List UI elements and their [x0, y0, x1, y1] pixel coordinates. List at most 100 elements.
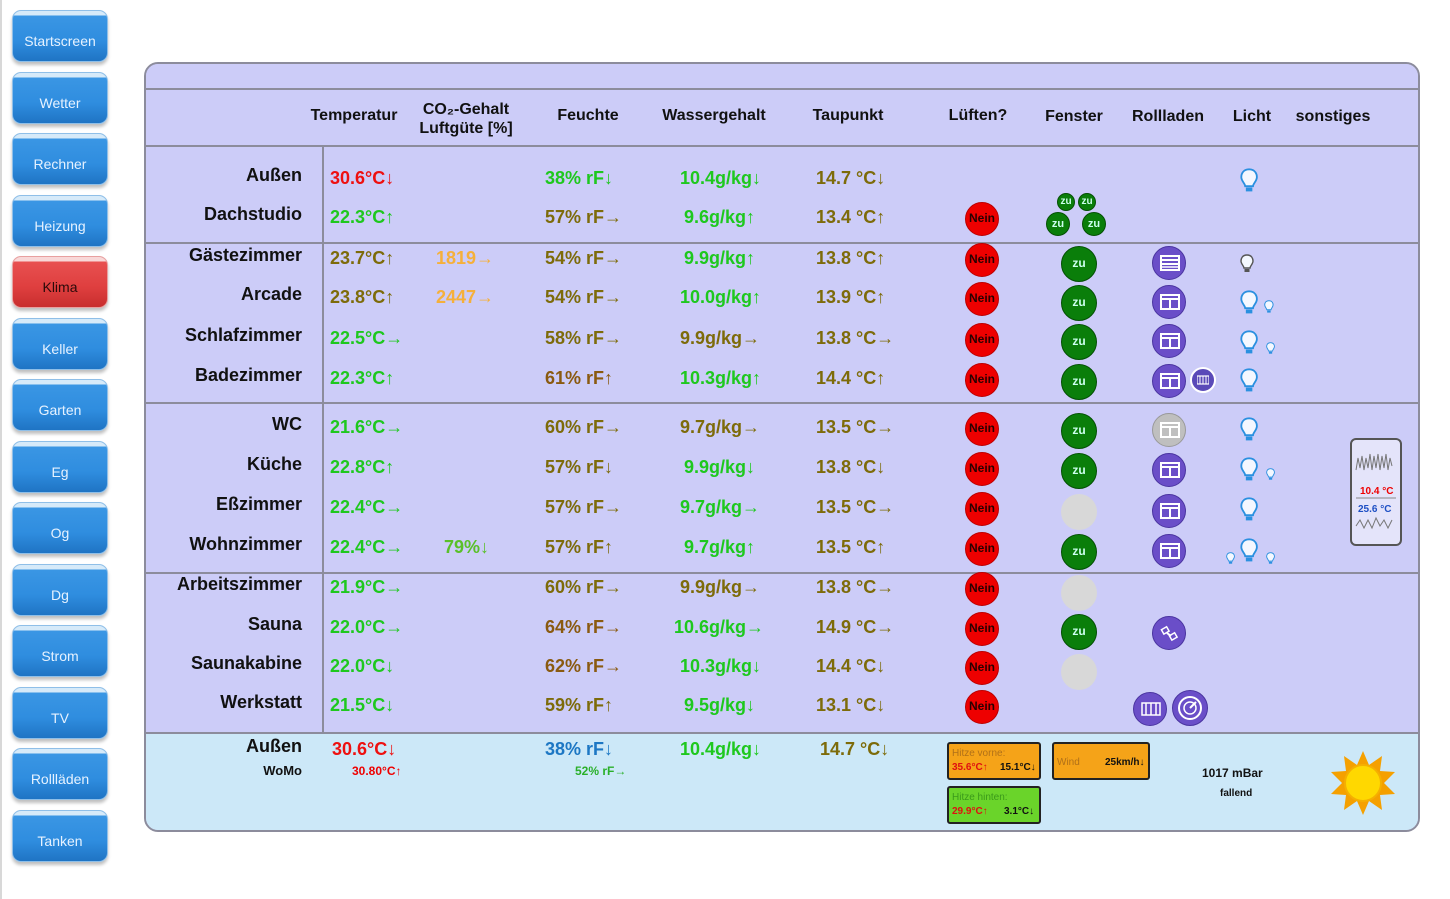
nav-button-heizung[interactable]: Heizung [12, 194, 108, 247]
nav-button-label: Og [50, 525, 70, 541]
room-humidity: 57% rF↑ [545, 537, 614, 557]
room-water-content: 9.9g/kg↓ [684, 457, 756, 477]
room-temperature: 22.8°C↑ [330, 457, 395, 477]
lightbulb-icon[interactable] [1240, 168, 1258, 199]
radiator-icon[interactable] [1133, 692, 1167, 726]
ventilate-indicator[interactable]: Nein [965, 572, 999, 606]
lightbulb-icon[interactable] [1240, 254, 1254, 279]
nav-button-label: Rechner [33, 156, 87, 172]
ventilate-indicator[interactable]: Nein [965, 323, 999, 357]
room-temperature: 21.9°C→ [330, 577, 404, 597]
lightbulb-icon[interactable] [1240, 497, 1258, 528]
window-blind-icon[interactable] [1152, 413, 1186, 447]
nav-button-startscreen[interactable]: Startscreen [12, 10, 108, 62]
room-humidity: 38% rF↓ [545, 168, 614, 188]
column-divider [322, 145, 324, 732]
header-dewpoint: Taupunkt [812, 107, 884, 124]
lightbulb-icon[interactable] [1240, 457, 1258, 488]
header-co2-line2: Luftgüte [%] [419, 120, 513, 137]
outdoor-humidity: 38% rF↓ [545, 739, 614, 759]
room-water-content: 9.7g/kg→ [680, 417, 761, 437]
nav-button-wetter[interactable]: Wetter [12, 71, 108, 124]
sun-icon [1330, 750, 1396, 821]
lightbulb-icon[interactable] [1240, 368, 1258, 399]
nav-button-label: Wetter [39, 94, 81, 111]
window-unknown-indicator [1061, 654, 1097, 690]
nav-button-garten[interactable]: Garten [12, 379, 108, 431]
ventilate-indicator[interactable]: Nein [965, 282, 999, 316]
window-closed-indicator: zu [1061, 285, 1097, 321]
header-shutter: Rollladen [1131, 108, 1204, 125]
window-closed-indicator: zu [1061, 364, 1097, 400]
room-dewpoint: 13.5 °C↑ [816, 537, 886, 557]
lightbulb-icon[interactable] [1266, 552, 1275, 570]
room-name: Eßzimmer [215, 494, 302, 514]
nav-button-label: Eg [51, 463, 69, 480]
room-name: Werkstatt [220, 692, 302, 712]
ventilate-indicator[interactable]: Nein [965, 492, 999, 526]
window-blind-icon[interactable] [1152, 494, 1186, 528]
header-co2: CO₂-Gehalt Luftgüte [%] [406, 100, 526, 138]
nav-button-label: TV [51, 709, 69, 726]
window-blind-icon[interactable] [1152, 324, 1186, 358]
left-border [0, 0, 2, 899]
window-blind-icon[interactable] [1152, 285, 1186, 319]
room-dewpoint: 14.4 °C↓ [816, 656, 886, 676]
lightbulb-icon[interactable] [1266, 468, 1275, 486]
ventilate-indicator[interactable]: Nein [965, 651, 999, 685]
gauge-icon[interactable] [1172, 690, 1208, 726]
ventilate-indicator[interactable]: Nein [965, 452, 999, 486]
ventilate-indicator[interactable]: Nein [965, 363, 999, 397]
lightbulb-icon[interactable] [1240, 538, 1258, 569]
nav-button-tv[interactable]: TV [12, 686, 108, 739]
ventilate-indicator[interactable]: Nein [965, 612, 999, 646]
air-pressure-trend: fallend [1220, 788, 1253, 799]
nav-button-rollläden[interactable]: Rollläden [12, 748, 108, 800]
heat-front-delta: 15.1°C↓ [1000, 762, 1036, 773]
outdoor-water-content: 10.4g/kg↓ [680, 739, 762, 759]
ventilate-indicator[interactable]: Nein [965, 532, 999, 566]
room-dewpoint: 13.1 °C↓ [816, 695, 886, 715]
window-blind-icon[interactable] [1152, 534, 1186, 568]
window-blind-icon[interactable] [1152, 246, 1186, 280]
nav-button-tanken[interactable]: Tanken [12, 809, 108, 862]
nav-button-og[interactable]: Og [12, 502, 108, 554]
nav-button-strom[interactable]: Strom [12, 625, 108, 677]
womo-humidity: 52% rF→ [575, 764, 627, 778]
nav-button-keller[interactable]: Keller [12, 317, 108, 370]
nav-button-label: Keller [42, 340, 78, 357]
room-water-content: 9.9g/kg→ [680, 328, 761, 348]
nav-button-klima[interactable]: Klima [12, 256, 108, 308]
window-closed-indicator: zu [1046, 212, 1070, 236]
lightbulb-icon[interactable] [1226, 552, 1235, 570]
radiator-icon[interactable] [1190, 367, 1216, 393]
window-blind-icon[interactable] [1152, 453, 1186, 487]
header-temperature: Temperatur [310, 107, 398, 124]
room-humidity: 57% rF↓ [545, 457, 614, 477]
lightbulb-icon[interactable] [1240, 290, 1258, 321]
nav-button-label: Tanken [37, 832, 83, 849]
room-temperature: 22.0°C↓ [330, 656, 395, 676]
lightbulb-icon[interactable] [1240, 417, 1258, 448]
room-temperature: 23.8°C↑ [330, 287, 395, 307]
lightbulb-icon[interactable] [1266, 342, 1275, 360]
ventilate-indicator[interactable]: Nein [965, 690, 999, 724]
ventilate-indicator[interactable]: Nein [965, 202, 999, 236]
nav-button-label: Garten [38, 402, 82, 418]
header-water-content: Wassergehalt [662, 107, 766, 124]
lightbulb-icon[interactable] [1264, 300, 1274, 319]
lightbulb-icon[interactable] [1240, 330, 1258, 361]
temperature-graph-widget[interactable]: 10.4 °C 25.6 °C [1350, 438, 1402, 546]
nav-button-label: Startscreen [24, 33, 96, 49]
nav-button-rechner[interactable]: Rechner [12, 133, 108, 185]
room-dewpoint: 13.8 °C↓ [816, 457, 886, 477]
heat-front-box: Hitze vorne: 35.6°C↑ 15.1°C↓ [947, 742, 1041, 780]
window-blind-icon[interactable] [1152, 364, 1186, 398]
satellite-icon[interactable] [1152, 616, 1186, 650]
room-name: Dachstudio [203, 204, 302, 224]
room-co2: 79%↓ [444, 537, 490, 557]
nav-button-dg[interactable]: Dg [12, 563, 108, 616]
ventilate-indicator[interactable]: Nein [965, 412, 999, 446]
nav-button-eg[interactable]: Eg [12, 440, 108, 493]
ventilate-indicator[interactable]: Nein [965, 243, 999, 277]
